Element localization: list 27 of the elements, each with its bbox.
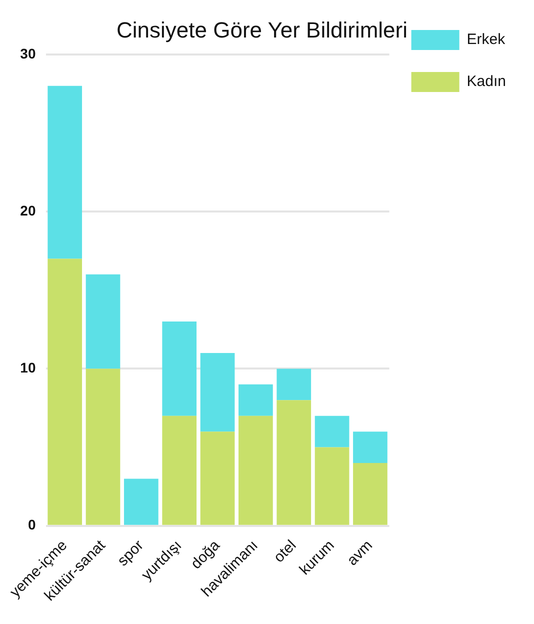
bar	[238, 384, 273, 416]
bar	[314, 447, 350, 525]
y-tick-label: 0	[28, 516, 36, 533]
bar	[200, 432, 235, 525]
x-tick-label: spor	[114, 536, 147, 570]
bar	[353, 462, 388, 525]
legend-label: Erkek	[466, 31, 506, 48]
x-tick-label: otel	[270, 536, 300, 566]
bar	[86, 368, 120, 525]
bar	[124, 478, 158, 525]
legend-label: Kadın	[466, 73, 506, 90]
bar	[86, 274, 120, 369]
bar	[314, 416, 350, 448]
bar	[238, 416, 273, 525]
bar	[276, 400, 312, 525]
chart-title: Cinsiyete Göre Yer Bildirimleri	[116, 17, 408, 42]
bar	[162, 416, 197, 525]
bar	[276, 368, 312, 400]
x-tick-label: avm	[344, 536, 376, 570]
bar	[200, 352, 235, 432]
bar	[48, 258, 82, 525]
y-tick-label: 10	[20, 360, 36, 376]
bar	[48, 86, 82, 259]
bar	[353, 432, 388, 463]
y-tick-label: 20	[20, 202, 36, 218]
bar	[162, 322, 197, 416]
y-tick-label: 30	[20, 45, 36, 62]
